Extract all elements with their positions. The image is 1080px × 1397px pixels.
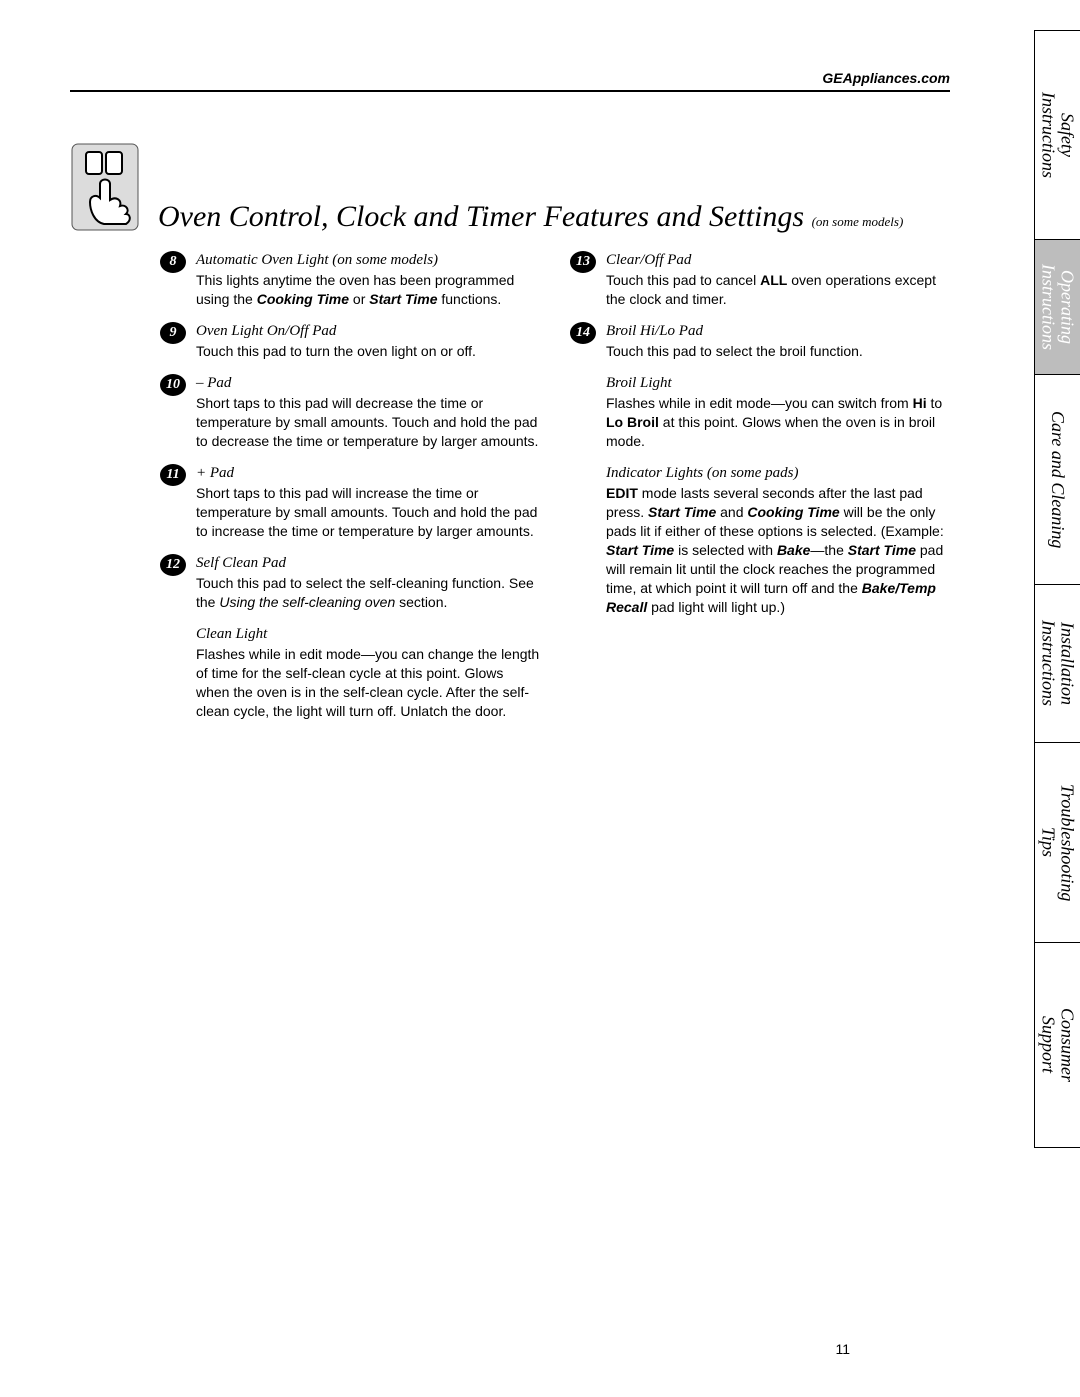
entry-title: + Pad (196, 463, 540, 483)
header-site: GEAppliances.com (70, 70, 950, 92)
entry-title: Broil Light (606, 373, 950, 393)
right-column: 13 Clear/Off PadTouch this pad to cancel … (570, 250, 950, 733)
entry-text: Short taps to this pad will decrease the… (196, 394, 540, 451)
feature-entry: 8 Automatic Oven Light (on some models)Th… (160, 250, 540, 309)
entry-text: Short taps to this pad will increase the… (196, 484, 540, 541)
entry-title: – Pad (196, 373, 540, 393)
section-tab[interactable]: ConsumerSupport (1034, 943, 1080, 1148)
section-tab[interactable]: OperatingInstructions (1034, 240, 1080, 375)
badge-spacer (160, 624, 186, 721)
badge-spacer (570, 373, 596, 451)
entry-body: – PadShort taps to this pad will decreas… (196, 373, 540, 451)
entry-body: Oven Light On/Off PadTouch this pad to t… (196, 321, 540, 361)
title-main: Oven Control, Clock and Timer Features a… (158, 200, 804, 233)
entry-body: Broil Hi/Lo PadTouch this pad to select … (606, 321, 950, 361)
feature-entry: 10 – PadShort taps to this pad will decre… (160, 373, 540, 451)
title-row: Oven Control, Clock and Timer Features a… (70, 142, 970, 232)
tab-label: TroubleshootingTips (1039, 784, 1077, 901)
section-tab[interactable]: TroubleshootingTips (1034, 743, 1080, 943)
entry-title: Indicator Lights (on some pads) (606, 463, 950, 483)
entry-body: Indicator Lights (on some pads)EDIT mode… (606, 463, 950, 616)
title-sub: (on some models) (812, 214, 904, 229)
tab-label: SafetyInstructions (1039, 92, 1077, 178)
section-tabs: SafetyInstructions OperatingInstructions C… (1034, 30, 1080, 1148)
tab-label: OperatingInstructions (1039, 264, 1077, 350)
feature-entry: Clean LightFlashes while in edit mode—yo… (160, 624, 540, 721)
entry-body: Clean LightFlashes while in edit mode—yo… (196, 624, 540, 721)
tab-label: InstallationInstructions (1039, 620, 1077, 706)
entry-title: Clear/Off Pad (606, 250, 950, 270)
entry-text: Flashes while in edit mode—you can switc… (606, 394, 950, 451)
page-title: Oven Control, Clock and Timer Features a… (158, 201, 903, 233)
tab-label: Care and Cleaning (1048, 411, 1067, 548)
entry-body: Broil LightFlashes while in edit mode—yo… (606, 373, 950, 451)
entry-title: Automatic Oven Light (on some models) (196, 250, 540, 270)
touch-hand-icon (70, 142, 140, 232)
entry-text: Touch this pad to cancel ALL oven operat… (606, 271, 950, 309)
entry-body: Automatic Oven Light (on some models)Thi… (196, 250, 540, 309)
entry-body: Self Clean PadTouch this pad to select t… (196, 553, 540, 612)
entry-title: Clean Light (196, 624, 540, 644)
entry-title: Self Clean Pad (196, 553, 540, 573)
number-badge: 8 (160, 251, 186, 273)
section-tab[interactable]: SafetyInstructions (1034, 30, 1080, 240)
number-badge: 9 (160, 322, 186, 344)
number-badge: 13 (570, 251, 596, 273)
entry-text: Flashes while in edit mode—you can chang… (196, 645, 540, 721)
entry-title: Broil Hi/Lo Pad (606, 321, 950, 341)
left-column: 8 Automatic Oven Light (on some models)Th… (160, 250, 540, 733)
manual-page: GEAppliances.com Oven Control, Clock and… (0, 0, 970, 1397)
tab-label: ConsumerSupport (1039, 1008, 1077, 1082)
entry-title: Oven Light On/Off Pad (196, 321, 540, 341)
feature-entry: 9 Oven Light On/Off PadTouch this pad to … (160, 321, 540, 361)
feature-entry: 13 Clear/Off PadTouch this pad to cancel … (570, 250, 950, 309)
entry-text: Touch this pad to select the broil funct… (606, 342, 950, 361)
page-number: 11 (835, 1341, 850, 1357)
number-badge: 12 (160, 554, 186, 576)
badge-spacer (570, 463, 596, 616)
feature-entry: 11 + PadShort taps to this pad will incre… (160, 463, 540, 541)
content-columns: 8 Automatic Oven Light (on some models)Th… (160, 250, 950, 733)
feature-entry: 12 Self Clean PadTouch this pad to select… (160, 553, 540, 612)
entry-body: Clear/Off PadTouch this pad to cancel AL… (606, 250, 950, 309)
number-badge: 14 (570, 322, 596, 344)
entry-text: EDIT mode lasts several seconds after th… (606, 484, 950, 616)
entry-text: Touch this pad to turn the oven light on… (196, 342, 540, 361)
feature-entry: 14 Broil Hi/Lo PadTouch this pad to selec… (570, 321, 950, 361)
entry-text: Touch this pad to select the self-cleani… (196, 574, 540, 612)
number-badge: 11 (160, 464, 186, 486)
entry-text: This lights anytime the oven has been pr… (196, 271, 540, 309)
section-tab[interactable]: InstallationInstructions (1034, 585, 1080, 743)
section-tab[interactable]: Care and Cleaning (1034, 375, 1080, 585)
feature-entry: Broil LightFlashes while in edit mode—yo… (570, 373, 950, 451)
number-badge: 10 (160, 374, 186, 396)
feature-entry: Indicator Lights (on some pads)EDIT mode… (570, 463, 950, 616)
entry-body: + PadShort taps to this pad will increas… (196, 463, 540, 541)
